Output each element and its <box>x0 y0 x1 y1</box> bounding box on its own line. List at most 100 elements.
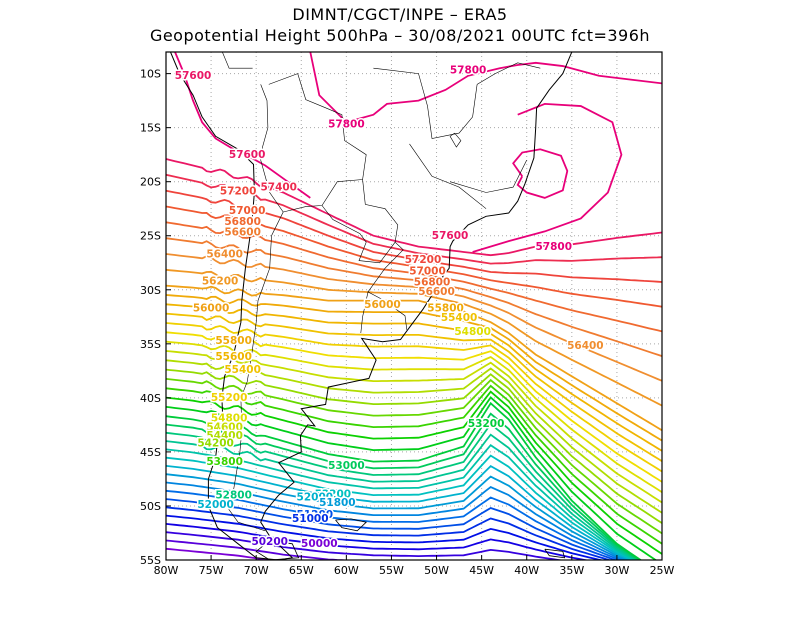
contour-label-55600: 55600 <box>215 351 252 363</box>
country-border <box>409 143 487 209</box>
contour-line-57000 <box>166 205 662 308</box>
contour-label-56600: 56600 <box>418 286 455 298</box>
lon-tick-label: 50W <box>424 564 449 577</box>
contour-line-57400 <box>166 173 662 265</box>
contour-label-57800: 57800 <box>536 241 573 253</box>
contour-line-53600 <box>166 390 662 556</box>
contour-line-56800 <box>166 221 662 333</box>
contour-line-53400 <box>166 396 658 560</box>
contour-line-57800-closed <box>512 148 569 199</box>
map-title-line-1: DIMNT/CGCT/INPE – ERA5 <box>292 5 508 24</box>
contour-line-55200 <box>166 322 662 473</box>
country-border <box>360 291 369 334</box>
lat-tick-label: 35S <box>140 338 161 351</box>
contour-line-50400 <box>166 531 565 560</box>
contour-label-54600: 54600 <box>206 421 243 433</box>
contour-line-51600 <box>166 481 628 560</box>
contour-label-54200: 54200 <box>197 438 234 450</box>
contour-label-56800: 56800 <box>224 216 261 228</box>
contour-label-57600: 57600 <box>175 70 212 82</box>
lon-tick-label: 40W <box>514 564 539 577</box>
contour-line-52600 <box>166 433 639 560</box>
contour-label-57800: 57800 <box>450 65 487 77</box>
contour-line-54200 <box>166 368 662 525</box>
lat-tick-label: 20S <box>140 176 161 189</box>
lon-tick-label: 45W <box>469 564 494 577</box>
island-outline <box>255 540 300 560</box>
contour-label-56000: 56000 <box>193 302 230 314</box>
lon-tick-label: 35W <box>559 564 584 577</box>
contour-label-51800: 51800 <box>319 497 356 509</box>
contour-line-55400 <box>166 312 662 463</box>
map-title-line-2: Geopotential Height 500hPa – 30/08/2021 … <box>149 26 651 45</box>
contour-label-54800: 54800 <box>454 326 491 338</box>
country-border <box>449 132 462 148</box>
country-border <box>226 160 284 532</box>
south-america-coastline <box>169 52 573 560</box>
lat-tick-label: 30S <box>140 284 161 297</box>
lat-tick-label: 50S <box>140 500 161 513</box>
lon-tick-label: 80W <box>154 564 179 577</box>
contour-line-53200 <box>166 401 643 560</box>
contour-label-56000: 56000 <box>364 299 401 311</box>
contour-line-57200 <box>166 189 662 283</box>
contour-line-51200 <box>166 498 618 560</box>
contour-label-54400: 54400 <box>206 430 243 442</box>
contour-line-54400 <box>166 359 662 514</box>
contour-label-54800: 54800 <box>211 413 248 425</box>
contour-label-55800: 55800 <box>427 302 464 314</box>
lat-tick-label: 10S <box>140 68 161 81</box>
contour-label-50200: 50200 <box>251 536 288 548</box>
contour-line-57800-north <box>309 52 662 124</box>
lon-tick-label: 70W <box>244 564 269 577</box>
contour-line-50200 <box>166 539 502 560</box>
country-border <box>476 62 541 85</box>
lat-tick-label: 25S <box>140 230 161 243</box>
contour-label-50000: 50000 <box>301 538 338 550</box>
contour-label-57600: 57600 <box>229 149 266 161</box>
country-border <box>222 52 253 69</box>
contour-line-50000 <box>166 547 275 560</box>
contour-line-53800 <box>166 384 662 545</box>
axis-ticks: 80W 75W 70W 65W 60W 55W 50W 45W 40W 35W 30W 25W 10S 1… <box>140 68 675 577</box>
country-border <box>373 67 478 139</box>
contour-label-55800: 55800 <box>215 335 252 347</box>
lon-tick-label: 65W <box>289 564 314 577</box>
contour-line-54600 <box>166 350 662 504</box>
contour-label-51200: 51200 <box>297 509 334 521</box>
contour-label-57000: 57000 <box>409 266 446 278</box>
contour-label-57600: 57600 <box>432 230 469 242</box>
lat-tick-label: 45S <box>140 446 161 459</box>
contour-label-56600: 56600 <box>224 227 261 239</box>
lon-tick-label: 60W <box>334 564 359 577</box>
island-outline <box>335 518 368 532</box>
lat-tick-label: 40S <box>140 392 161 405</box>
contour-line-50600 <box>166 522 590 560</box>
contour-label-56800: 56800 <box>414 276 451 288</box>
coastlines <box>169 52 573 560</box>
lat-tick-label: 15S <box>140 122 161 135</box>
lat-tick-label: 55S <box>140 554 161 567</box>
contour-label-52000: 52000 <box>197 499 234 511</box>
contour-label-56400: 56400 <box>206 248 243 260</box>
contour-line-51000 <box>166 506 613 560</box>
lon-tick-label: 25W <box>650 564 675 577</box>
contour-label-52800: 52800 <box>215 489 252 501</box>
contour-line-54800 <box>166 340 662 494</box>
contour-label-55200: 55200 <box>211 392 248 404</box>
contour-line-52200 <box>166 454 636 560</box>
contour-line-56400 <box>166 253 662 382</box>
contour-label-56200: 56200 <box>202 275 239 287</box>
lon-tick-label: 30W <box>604 564 629 577</box>
contour-label-57800: 57800 <box>328 119 365 131</box>
contour-line-55800 <box>166 294 662 442</box>
country-border <box>450 159 527 193</box>
contour-line-51400 <box>166 489 624 560</box>
contour-line-56200 <box>166 268 662 407</box>
contour-label-52000: 52000 <box>297 492 334 504</box>
contour-line-51800 <box>166 473 631 560</box>
lon-tick-label: 75W <box>199 564 224 577</box>
lon-tick-label: 55W <box>379 564 404 577</box>
contour-label-57400: 57400 <box>260 181 297 193</box>
